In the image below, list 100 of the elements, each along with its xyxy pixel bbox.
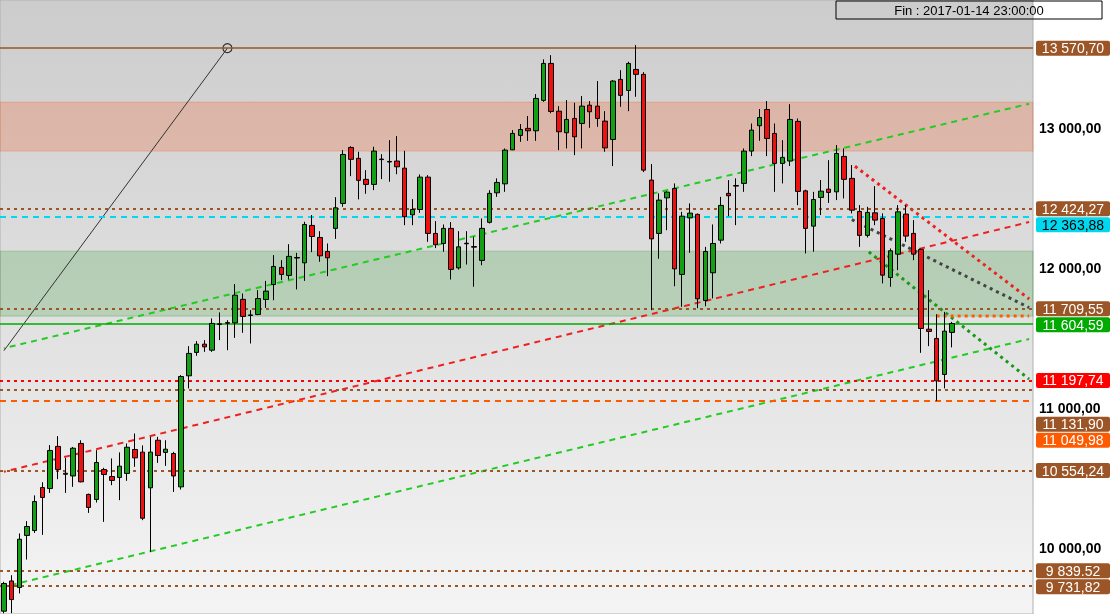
candlestick bbox=[148, 436, 153, 553]
candlestick bbox=[772, 123, 777, 193]
candlestick bbox=[240, 292, 246, 334]
candlestick bbox=[302, 221, 307, 282]
candlestick bbox=[872, 185, 878, 226]
candlestick bbox=[687, 202, 693, 254]
candlestick bbox=[587, 100, 592, 129]
candlestick bbox=[433, 220, 438, 249]
ref-line-label: 12 424,27 bbox=[1041, 200, 1105, 217]
candlestick bbox=[17, 532, 22, 594]
ref-line-label: 10 554,24 bbox=[1041, 462, 1105, 479]
candlestick bbox=[132, 433, 138, 468]
candlestick bbox=[602, 110, 608, 153]
candlestick bbox=[294, 252, 300, 290]
candlestick bbox=[857, 204, 862, 248]
candlestick bbox=[448, 221, 454, 280]
candlestick bbox=[903, 204, 909, 243]
candlestick bbox=[641, 71, 646, 173]
y-tick-label: 13 000,00 bbox=[1039, 120, 1102, 137]
y-tick-label: 10 000,00 bbox=[1039, 540, 1102, 557]
candlestick bbox=[325, 243, 330, 277]
candlestick bbox=[741, 147, 747, 193]
candlestick bbox=[880, 212, 885, 284]
candlestick bbox=[826, 159, 831, 204]
candlestick bbox=[834, 144, 839, 201]
candlestick bbox=[841, 147, 847, 199]
candlestick bbox=[402, 150, 407, 226]
candlestick bbox=[556, 105, 562, 151]
candlestick bbox=[541, 58, 546, 103]
candlestick bbox=[309, 214, 315, 253]
candlestick bbox=[525, 115, 531, 142]
candlestick bbox=[934, 313, 939, 402]
y-tick-label: 11 000,00 bbox=[1039, 400, 1101, 417]
candlestick bbox=[726, 179, 731, 217]
candlestick bbox=[263, 280, 269, 309]
candlestick bbox=[703, 246, 708, 307]
candlestick bbox=[464, 230, 469, 265]
candlestick bbox=[340, 149, 346, 208]
candlestick bbox=[70, 446, 76, 488]
candlestick bbox=[333, 196, 338, 240]
candlestick bbox=[818, 179, 824, 216]
candlestick bbox=[679, 211, 685, 308]
candlestick bbox=[1, 581, 7, 614]
candlestick bbox=[865, 206, 870, 238]
candlestick bbox=[86, 493, 91, 514]
candlestick bbox=[117, 451, 122, 501]
candlestick bbox=[387, 139, 392, 183]
candlestick bbox=[109, 457, 115, 486]
candlestick bbox=[9, 574, 14, 614]
candlestick bbox=[718, 196, 724, 244]
candlestick bbox=[124, 442, 130, 482]
candlestick bbox=[895, 204, 901, 271]
candlestick bbox=[757, 108, 762, 142]
candlestick bbox=[710, 223, 716, 299]
ref-line-label: 11 604,59 bbox=[1042, 316, 1104, 333]
candlestick bbox=[548, 54, 554, 114]
candlestick bbox=[47, 444, 53, 494]
candlestick bbox=[649, 163, 654, 311]
candlestick bbox=[186, 345, 192, 389]
candlestick bbox=[664, 190, 670, 231]
candlestick bbox=[363, 169, 369, 195]
candlestick bbox=[926, 289, 932, 347]
candlestick bbox=[795, 117, 801, 206]
candlestick bbox=[533, 93, 539, 142]
candlestick bbox=[471, 236, 477, 288]
candlestick bbox=[479, 217, 485, 266]
candlestick bbox=[656, 192, 662, 260]
candlestick bbox=[379, 153, 384, 180]
candlestick bbox=[494, 177, 500, 198]
candlestick bbox=[803, 189, 808, 254]
candlestick bbox=[595, 80, 600, 128]
candlestick bbox=[564, 99, 569, 149]
ref-line-label: 11 131,90 bbox=[1042, 416, 1104, 433]
candlestick bbox=[787, 103, 793, 167]
candlestick bbox=[487, 189, 492, 224]
candlestick bbox=[217, 311, 222, 341]
candlestick bbox=[94, 449, 99, 504]
candlestick bbox=[194, 340, 199, 357]
candlestick bbox=[949, 321, 955, 348]
candlestick bbox=[255, 289, 261, 316]
annotation: Fin : 2017-01-14 23:00:00 bbox=[894, 2, 1044, 18]
candlestick bbox=[764, 100, 770, 157]
ref-line-label: 12 363,88 bbox=[1041, 216, 1105, 233]
candlestick bbox=[356, 151, 361, 200]
candlestick bbox=[178, 374, 184, 491]
candlestick bbox=[695, 213, 700, 309]
candlestick bbox=[171, 451, 176, 493]
candlestick bbox=[456, 230, 461, 271]
candlestick bbox=[811, 191, 816, 253]
ref-line-label: 13 570,70 bbox=[1041, 40, 1105, 57]
ref-line-label: 9 731,82 bbox=[1045, 578, 1101, 595]
candlestick bbox=[202, 339, 207, 353]
candlestick bbox=[610, 79, 616, 167]
candlestick bbox=[911, 219, 916, 261]
candlestick bbox=[248, 309, 253, 344]
candlestick bbox=[441, 223, 446, 253]
candlestick bbox=[286, 243, 292, 280]
candlestick bbox=[417, 173, 423, 214]
y-tick-label: 12 000,00 bbox=[1039, 260, 1102, 277]
candlestick bbox=[40, 481, 45, 536]
